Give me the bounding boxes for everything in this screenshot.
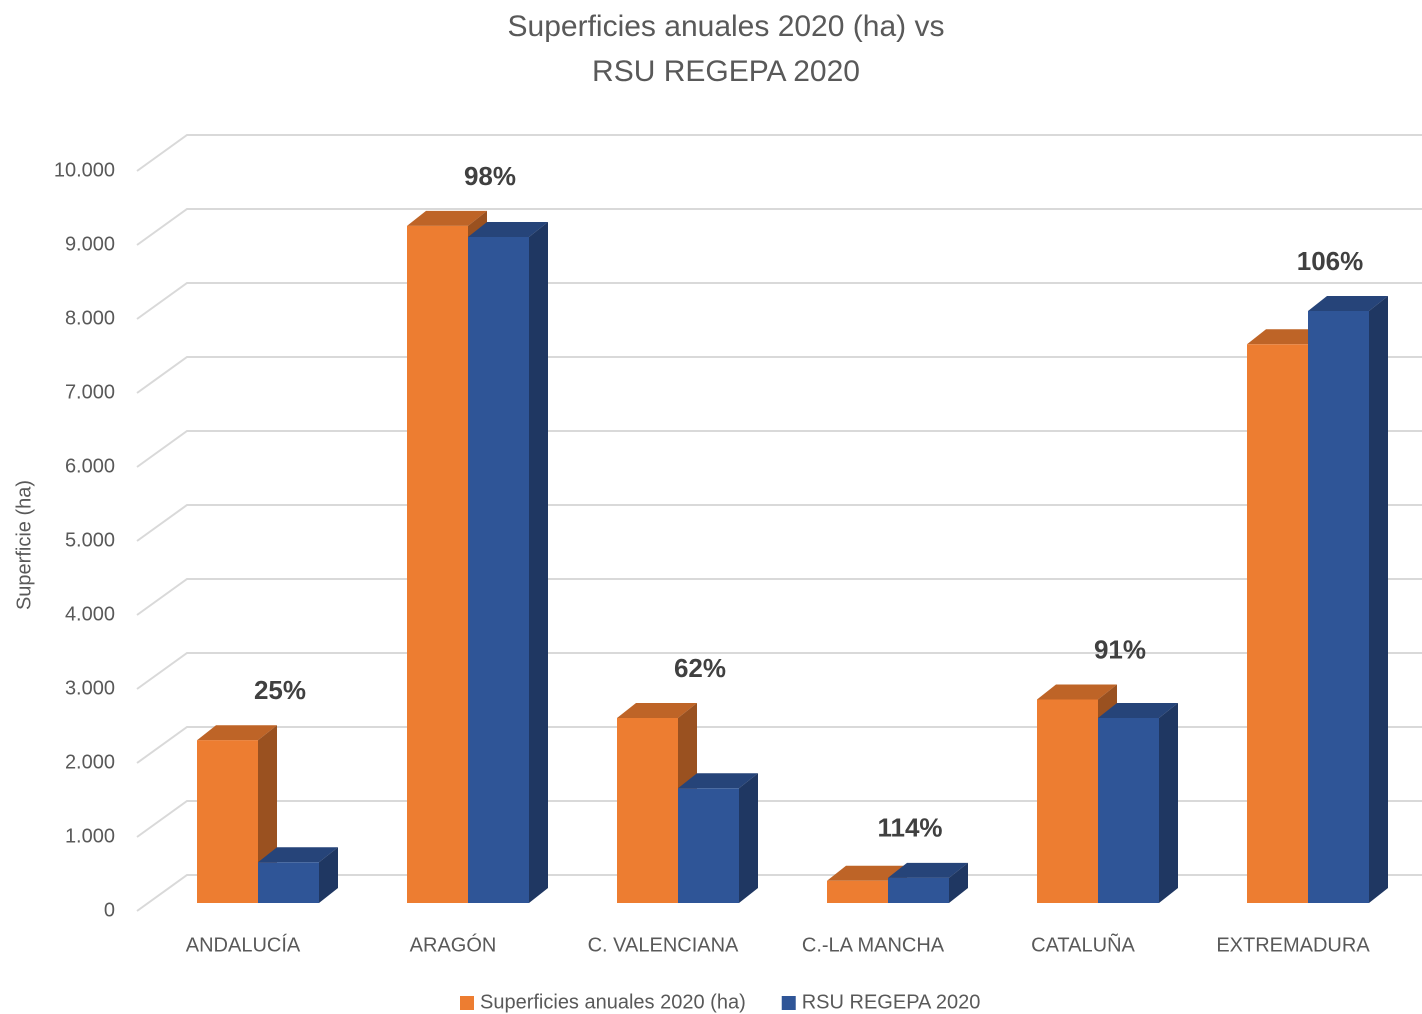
bar [1098,718,1159,903]
bar [617,718,678,903]
ratio-label: 106% [1297,246,1364,276]
bar-top [258,847,338,863]
chart-title: Superficies anuales 2020 (ha) vs [508,10,945,43]
bar-top [617,703,697,718]
legend-label: RSU REGEPA 2020 [802,991,981,1013]
bar [1247,344,1308,903]
bar-top [1308,296,1388,311]
bar-top [888,862,968,878]
y-tick-label: 2.000 [65,751,115,773]
chart-title: RSU REGEPA 2020 [592,55,860,88]
bar [407,225,468,903]
y-tick-label: 7.000 [65,381,115,403]
bar-side [319,847,338,903]
bar [468,237,529,903]
x-tick-label: EXTREMADURA [1216,934,1370,956]
bar-top [1098,703,1178,718]
grid-line [136,726,1422,764]
bar [1308,311,1369,903]
bar [678,788,739,903]
x-tick-label: C.-LA MANCHA [802,934,945,956]
grid-line [136,356,1422,394]
y-tick-label: 5.000 [65,529,115,551]
y-tick-label: 1.000 [65,825,115,847]
bar-top [827,865,907,881]
bar-side [739,773,758,903]
bar-side [949,862,968,903]
y-tick-label: 6.000 [65,455,115,477]
x-tick-label: ANDALUCÍA [186,933,301,956]
x-tick-label: C. VALENCIANA [588,934,739,956]
bar [258,862,319,903]
legend-swatch [460,996,474,1010]
ratio-label: 114% [877,813,942,843]
grid-line [136,652,1422,690]
x-tick-label: ARAGÓN [410,933,497,956]
ratio-label: 62% [674,653,726,683]
legend-label: Superficies anuales 2020 (ha) [480,991,746,1013]
y-tick-label: 10.000 [54,159,115,181]
bar-top [1247,329,1327,345]
bar-side [1159,703,1178,903]
y-tick-label: 4.000 [65,603,115,625]
bar-top [1037,684,1117,700]
y-tick-label: 0 [104,899,115,921]
ratio-label: 91% [1094,634,1146,664]
bar [888,877,949,903]
grid-line [136,800,1422,838]
grid-line [136,430,1422,468]
y-tick-label: 3.000 [65,677,115,699]
grid-line [136,208,1422,246]
bar [197,740,258,903]
grid-line [136,504,1422,542]
x-tick-label: CATALUÑA [1031,932,1135,956]
grid-line [136,282,1422,320]
bar-side [529,222,548,903]
bar [1037,699,1098,903]
bar [827,880,888,903]
y-tick-label: 8.000 [65,307,115,329]
legend-swatch [781,996,796,1010]
bar-side [1369,296,1388,903]
ratio-label: 25% [254,675,306,705]
grid-line [136,874,1422,912]
grid-line [136,578,1422,616]
y-tick-label: 9.000 [65,233,115,255]
grid-line [136,134,1422,172]
bar-top [197,725,277,741]
bar-top [678,773,758,789]
bar-top [468,222,548,237]
bar-top [407,210,487,226]
y-axis-title: Superficie (ha) [13,480,35,610]
ratio-label: 98% [464,161,516,191]
